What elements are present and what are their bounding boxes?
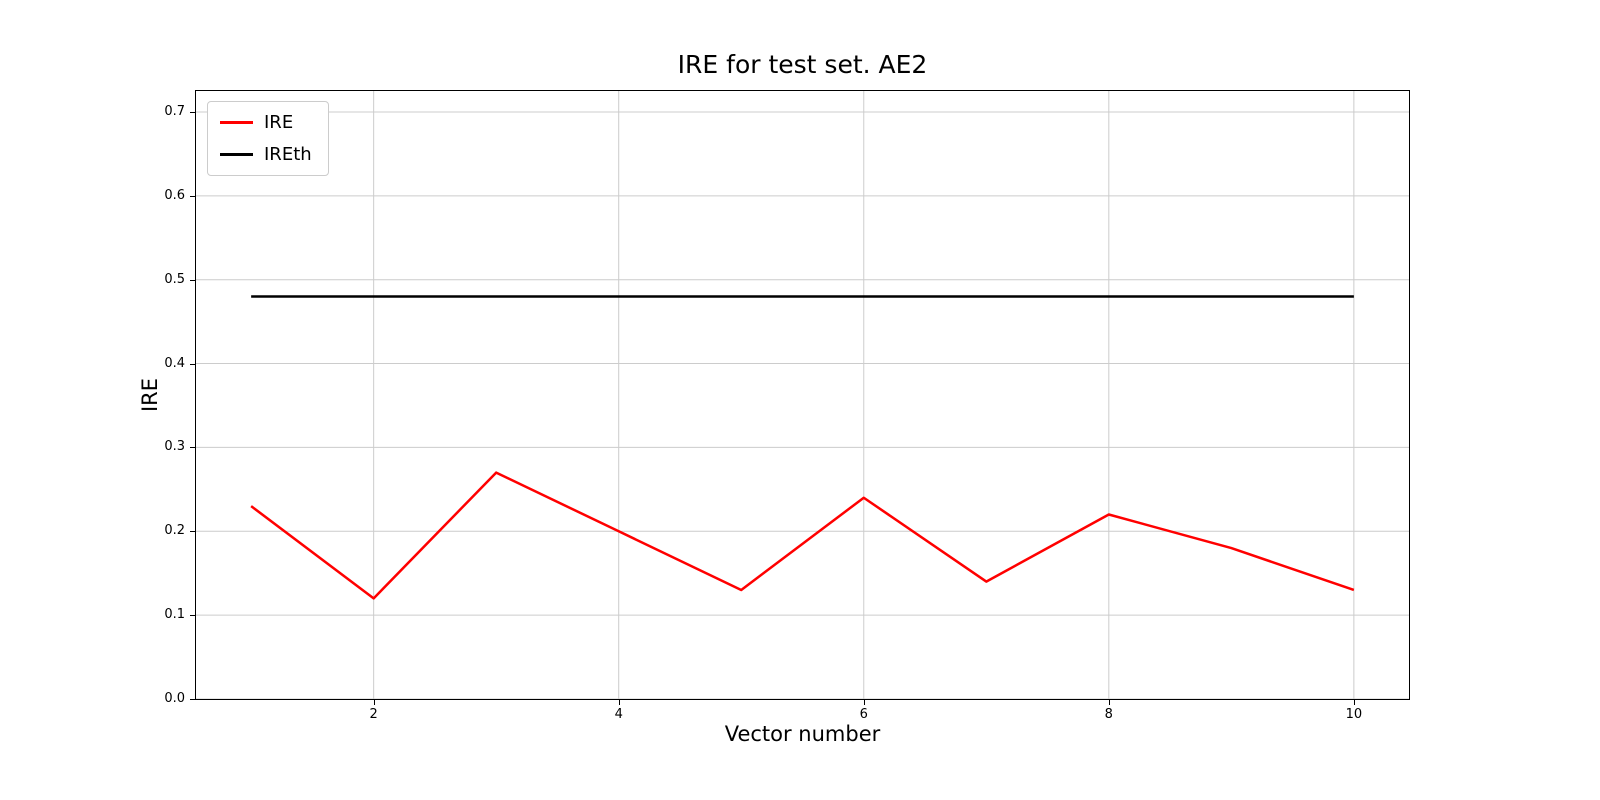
y-tick-mark: [190, 699, 195, 700]
y-tick-label: 0.3: [164, 439, 185, 455]
legend-item-ire: IRE: [220, 112, 312, 133]
x-tick-mark: [863, 700, 865, 705]
series-line-ire: [250, 471, 1355, 600]
y-tick-mark: [190, 531, 195, 533]
legend-item-ireth: IREth: [220, 144, 312, 165]
x-tick-label: 2: [369, 707, 378, 722]
x-tick-label: 6: [859, 707, 868, 722]
y-tick-label: 0.4: [164, 355, 185, 371]
y-tick-mark: [190, 447, 195, 449]
y-tick-mark: [190, 195, 195, 197]
legend-label-ireth: IREth: [264, 144, 312, 165]
y-tick-label: 0.6: [164, 187, 185, 203]
y-tick-label: 0.0: [164, 691, 185, 706]
x-tick-mark: [373, 700, 375, 705]
legend-line-ire: [220, 121, 253, 124]
y-tick-label: 0.1: [164, 607, 185, 623]
legend: IRE IREth: [207, 101, 329, 176]
chart-title: IRE for test set. AE2: [677, 50, 928, 79]
y-tick-label: 0.5: [164, 271, 185, 287]
x-tick-mark: [618, 700, 620, 705]
y-tick-label: 0.2: [164, 523, 185, 539]
y-tick-mark: [190, 111, 195, 113]
legend-label-ire: IRE: [264, 112, 294, 133]
x-tick-label: 10: [1345, 707, 1363, 722]
x-tick-label: 8: [1104, 707, 1113, 722]
y-tick-mark: [190, 363, 195, 365]
plot-canvas: [196, 91, 1409, 699]
y-tick-mark: [190, 279, 195, 281]
x-tick-mark: [1108, 700, 1110, 705]
x-axis-label: Vector number: [724, 722, 881, 746]
plot-area: [195, 90, 1410, 700]
y-tick-label: 0.7: [164, 103, 185, 119]
y-tick-mark: [190, 615, 195, 617]
x-tick-mark: [1353, 700, 1355, 705]
legend-line-ireth: [220, 153, 253, 156]
x-tick-label: 4: [614, 707, 623, 722]
